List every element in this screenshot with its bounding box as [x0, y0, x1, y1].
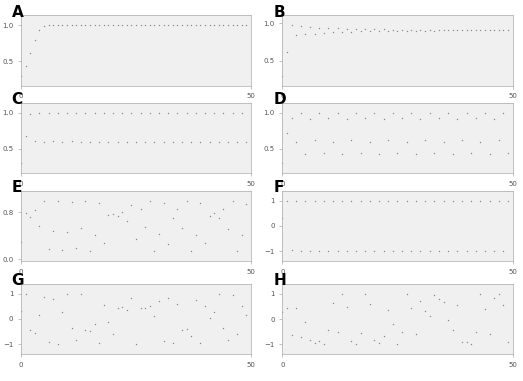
- Text: F: F: [273, 180, 283, 195]
- Text: H: H: [273, 273, 286, 288]
- Text: E: E: [12, 180, 22, 195]
- Text: A: A: [12, 5, 24, 20]
- Text: D: D: [273, 92, 286, 107]
- Text: G: G: [12, 273, 24, 288]
- Text: B: B: [273, 5, 285, 20]
- Text: C: C: [12, 92, 23, 107]
